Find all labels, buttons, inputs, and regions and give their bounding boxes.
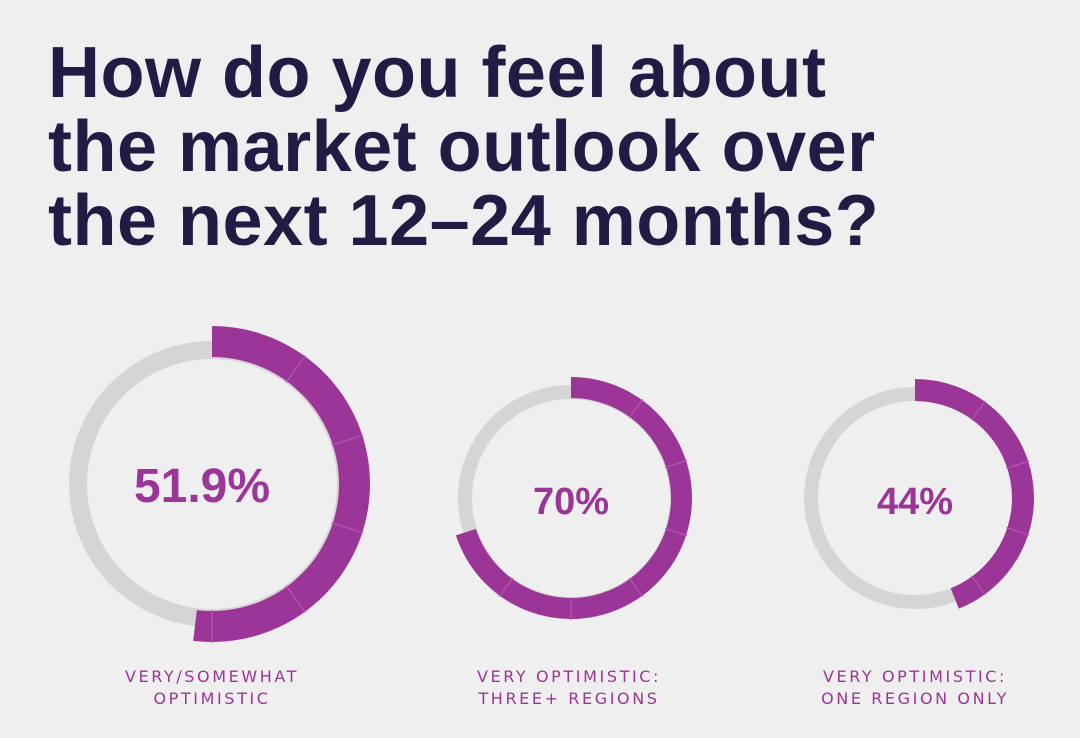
- donut-segment-divider: [331, 434, 364, 446]
- donut-segment-divider: [664, 459, 688, 468]
- donut-segment-divider: [628, 577, 644, 598]
- title-line-1: How do you feel about: [48, 33, 827, 113]
- donut-caption-one-region-only: VERY OPTIMISTIC: ONE REGION ONLY: [765, 666, 1065, 710]
- caption-line-2: THREE+ REGIONS: [478, 689, 660, 708]
- donut-segment-divider: [628, 398, 644, 419]
- donut-segment-divider: [664, 528, 688, 537]
- caption-line-1: VERY OPTIMISTIC:: [476, 667, 662, 686]
- donut-segment-divider: [970, 400, 987, 421]
- donut-value-label: 51.9%: [134, 460, 270, 513]
- donut-caption-very-somewhat-optimistic: VERY/SOMEWHAT OPTIMISTIC: [62, 666, 362, 710]
- donut-segment-divider: [970, 575, 987, 596]
- donut-caption-three-plus-regions: VERY OPTIMISTIC: THREE+ REGIONS: [419, 666, 719, 710]
- caption-line-1: VERY OPTIMISTIC:: [822, 667, 1008, 686]
- donut-segment-divider: [1006, 460, 1030, 469]
- donut-segment-dividers: [498, 398, 688, 620]
- donut-value-arc: [915, 379, 1034, 609]
- caption-line-2: OPTIMISTIC: [153, 689, 271, 708]
- title-line-3: the next 12–24 months?: [48, 181, 880, 261]
- donut-segment-divider: [285, 355, 306, 383]
- donut-segment-divider: [285, 585, 306, 613]
- donut-value-arc: [193, 326, 370, 642]
- page-title: How do you feel about the market outlook…: [48, 36, 1068, 258]
- donut-value-label: 44%: [877, 481, 953, 523]
- donut-chart-very-somewhat-optimistic: 51.9%: [69, 326, 370, 643]
- donut-segment-divider: [498, 577, 514, 598]
- donut-value-label: 70%: [533, 481, 609, 523]
- title-line-2: the market outlook over: [48, 107, 876, 187]
- donut-segment-dividers: [211, 355, 364, 643]
- donut-segment-divider: [1006, 527, 1030, 536]
- donut-chart-one-region-only: 44%: [804, 379, 1034, 609]
- donut-segment-divider: [331, 522, 364, 534]
- donut-chart-three-plus-regions: 70%: [455, 377, 692, 620]
- donut-segment-dividers: [970, 400, 1030, 596]
- caption-line-1: VERY/SOMEWHAT: [124, 667, 300, 686]
- caption-line-2: ONE REGION ONLY: [821, 689, 1009, 708]
